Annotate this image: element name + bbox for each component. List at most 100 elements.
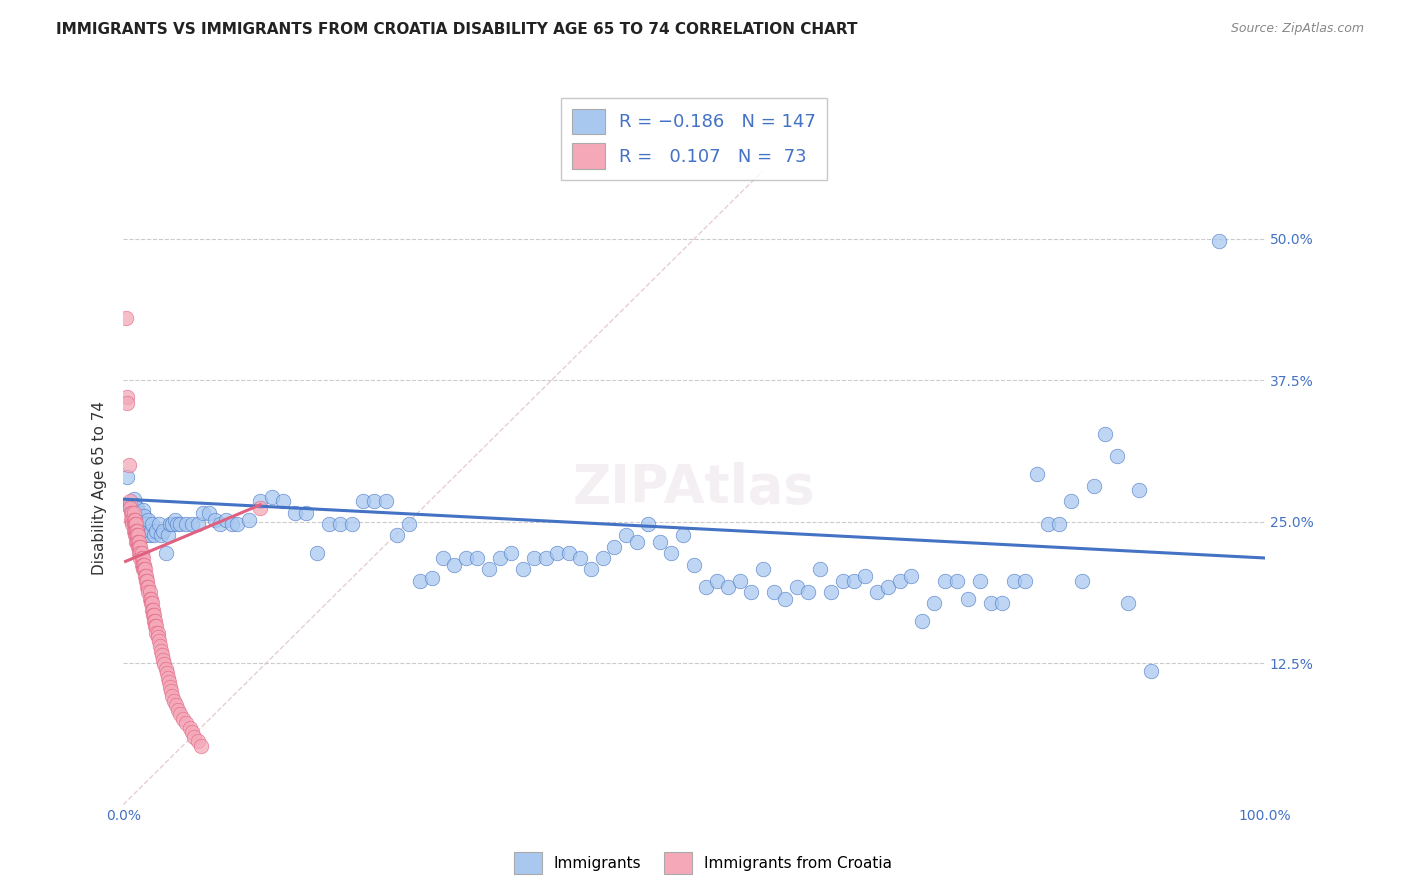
Point: [363, 494, 385, 508]
Point: [152, 524, 174, 538]
Point: [167, 703, 190, 717]
Point: [145, 619, 167, 633]
Point: [409, 574, 432, 588]
Point: [672, 528, 695, 542]
Point: [162, 517, 184, 532]
Point: [121, 512, 143, 526]
Point: [786, 581, 808, 595]
Point: [127, 535, 149, 549]
Point: [143, 615, 166, 629]
Point: [136, 574, 159, 588]
Point: [138, 585, 160, 599]
Point: [118, 458, 141, 473]
Point: [124, 517, 146, 532]
Point: [160, 684, 183, 698]
Point: [842, 574, 865, 588]
Point: [603, 540, 626, 554]
Point: [318, 517, 340, 532]
Point: [121, 517, 143, 532]
Point: [420, 571, 443, 585]
Y-axis label: Disability Age 65 to 74: Disability Age 65 to 74: [93, 401, 107, 574]
Point: [271, 494, 294, 508]
Point: [683, 558, 706, 572]
Point: [592, 551, 614, 566]
Point: [1094, 426, 1116, 441]
Point: [877, 581, 900, 595]
Point: [980, 596, 1002, 610]
Point: [1128, 483, 1150, 497]
Point: [1036, 517, 1059, 532]
Point: [121, 506, 143, 520]
Point: [190, 739, 212, 753]
Point: [143, 615, 166, 629]
Point: [125, 535, 148, 549]
Point: [143, 619, 166, 633]
Point: [125, 528, 148, 542]
Point: [129, 517, 152, 532]
Point: [775, 591, 797, 606]
Point: [534, 551, 557, 566]
Point: [120, 512, 142, 526]
Point: [626, 535, 648, 549]
Point: [153, 657, 176, 672]
Point: [141, 517, 163, 532]
Point: [249, 494, 271, 508]
Point: [114, 311, 136, 326]
Point: [115, 390, 138, 404]
Point: [329, 517, 352, 532]
Point: [911, 615, 934, 629]
Point: [129, 551, 152, 566]
Point: [132, 509, 155, 524]
Point: [124, 524, 146, 538]
Point: [127, 528, 149, 542]
Point: [127, 506, 149, 520]
Point: [808, 562, 831, 576]
Point: [172, 712, 194, 726]
Point: [221, 517, 243, 532]
Point: [146, 625, 169, 640]
Point: [934, 574, 956, 588]
Point: [831, 574, 853, 588]
Point: [512, 562, 534, 576]
Point: [132, 551, 155, 566]
Point: [132, 558, 155, 572]
Point: [706, 574, 728, 588]
Point: [352, 494, 374, 508]
Point: [156, 528, 179, 542]
Point: [125, 501, 148, 516]
Point: [134, 562, 156, 576]
Point: [138, 512, 160, 526]
Point: [546, 546, 568, 560]
Point: [156, 666, 179, 681]
Text: ZIPAtlas: ZIPAtlas: [572, 462, 815, 514]
Point: [648, 535, 671, 549]
Point: [489, 551, 512, 566]
Point: [149, 644, 172, 658]
Point: [135, 528, 157, 542]
Point: [120, 503, 142, 517]
Point: [374, 494, 396, 508]
Point: [204, 512, 226, 526]
Point: [1208, 234, 1230, 248]
Point: [443, 558, 465, 572]
Point: [139, 591, 162, 606]
Point: [695, 581, 717, 595]
Point: [969, 574, 991, 588]
Point: [174, 517, 197, 532]
Point: [120, 498, 142, 512]
Point: [169, 707, 191, 722]
Point: [283, 506, 305, 520]
Point: [125, 506, 148, 520]
Point: [763, 585, 786, 599]
Point: [125, 535, 148, 549]
Point: [159, 680, 181, 694]
Point: [122, 512, 145, 526]
Point: [1139, 664, 1161, 678]
Point: [186, 517, 208, 532]
Point: [124, 498, 146, 512]
Point: [295, 506, 318, 520]
Point: [129, 546, 152, 560]
Point: [740, 585, 762, 599]
Point: [149, 528, 172, 542]
Point: [146, 630, 169, 644]
